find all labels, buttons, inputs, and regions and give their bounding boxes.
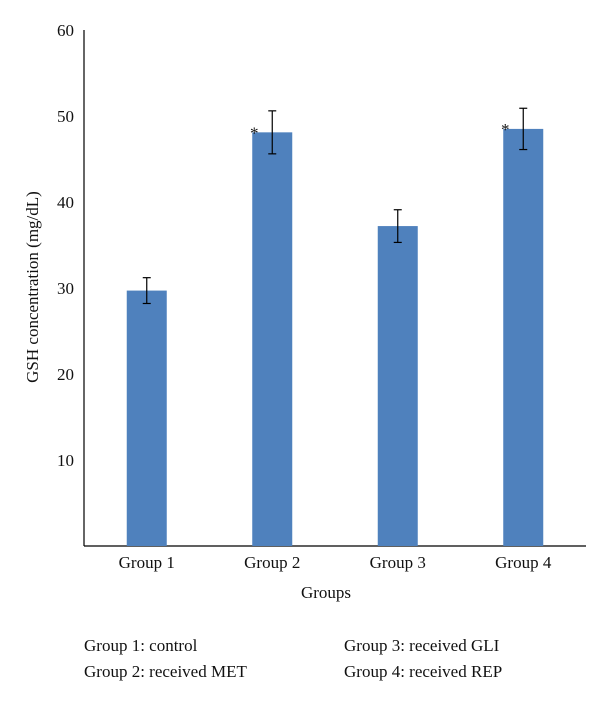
y-axis-title: GSH concentration (mg/dL) — [23, 191, 42, 383]
error-bar — [519, 107, 528, 151]
error-bar — [268, 110, 277, 155]
x-tick-label: Group 3 — [370, 553, 426, 572]
y-tick-label: 60 — [57, 21, 74, 40]
bar — [126, 290, 167, 546]
x-tick-label: Group 1 — [119, 553, 175, 572]
y-tick-label: 20 — [57, 365, 74, 384]
y-tick-label: 30 — [57, 279, 74, 298]
y-tick-label: 10 — [57, 451, 74, 470]
x-tick-label: Group 2 — [244, 553, 300, 572]
error-bar — [393, 209, 402, 244]
bar — [503, 128, 544, 546]
legend-item-group-1: Group 1: control — [84, 636, 198, 655]
bar — [377, 226, 418, 546]
error-bar — [142, 277, 151, 305]
y-tick-label: 50 — [57, 107, 74, 126]
x-tick-label: Group 4 — [495, 553, 552, 572]
y-tick-label: 40 — [57, 193, 74, 212]
significance-markers: * * — [250, 120, 510, 142]
legend-item-group-4: Group 4: received REP — [344, 662, 503, 681]
x-axis-title: Groups — [301, 583, 351, 602]
bar — [252, 132, 293, 546]
significance-asterisk: * — [250, 123, 259, 142]
x-tick-labels: Group 1 Group 2 Group 3 Group 4 — [119, 553, 552, 572]
legend-item-group-2: Group 2: received MET — [84, 662, 247, 681]
significance-asterisk: * — [501, 120, 510, 139]
bars — [126, 128, 544, 546]
error-bars — [142, 107, 528, 305]
legend-item-group-3: Group 3: received GLI — [344, 636, 500, 655]
y-tick-labels: 10 20 30 40 50 60 — [57, 21, 74, 470]
